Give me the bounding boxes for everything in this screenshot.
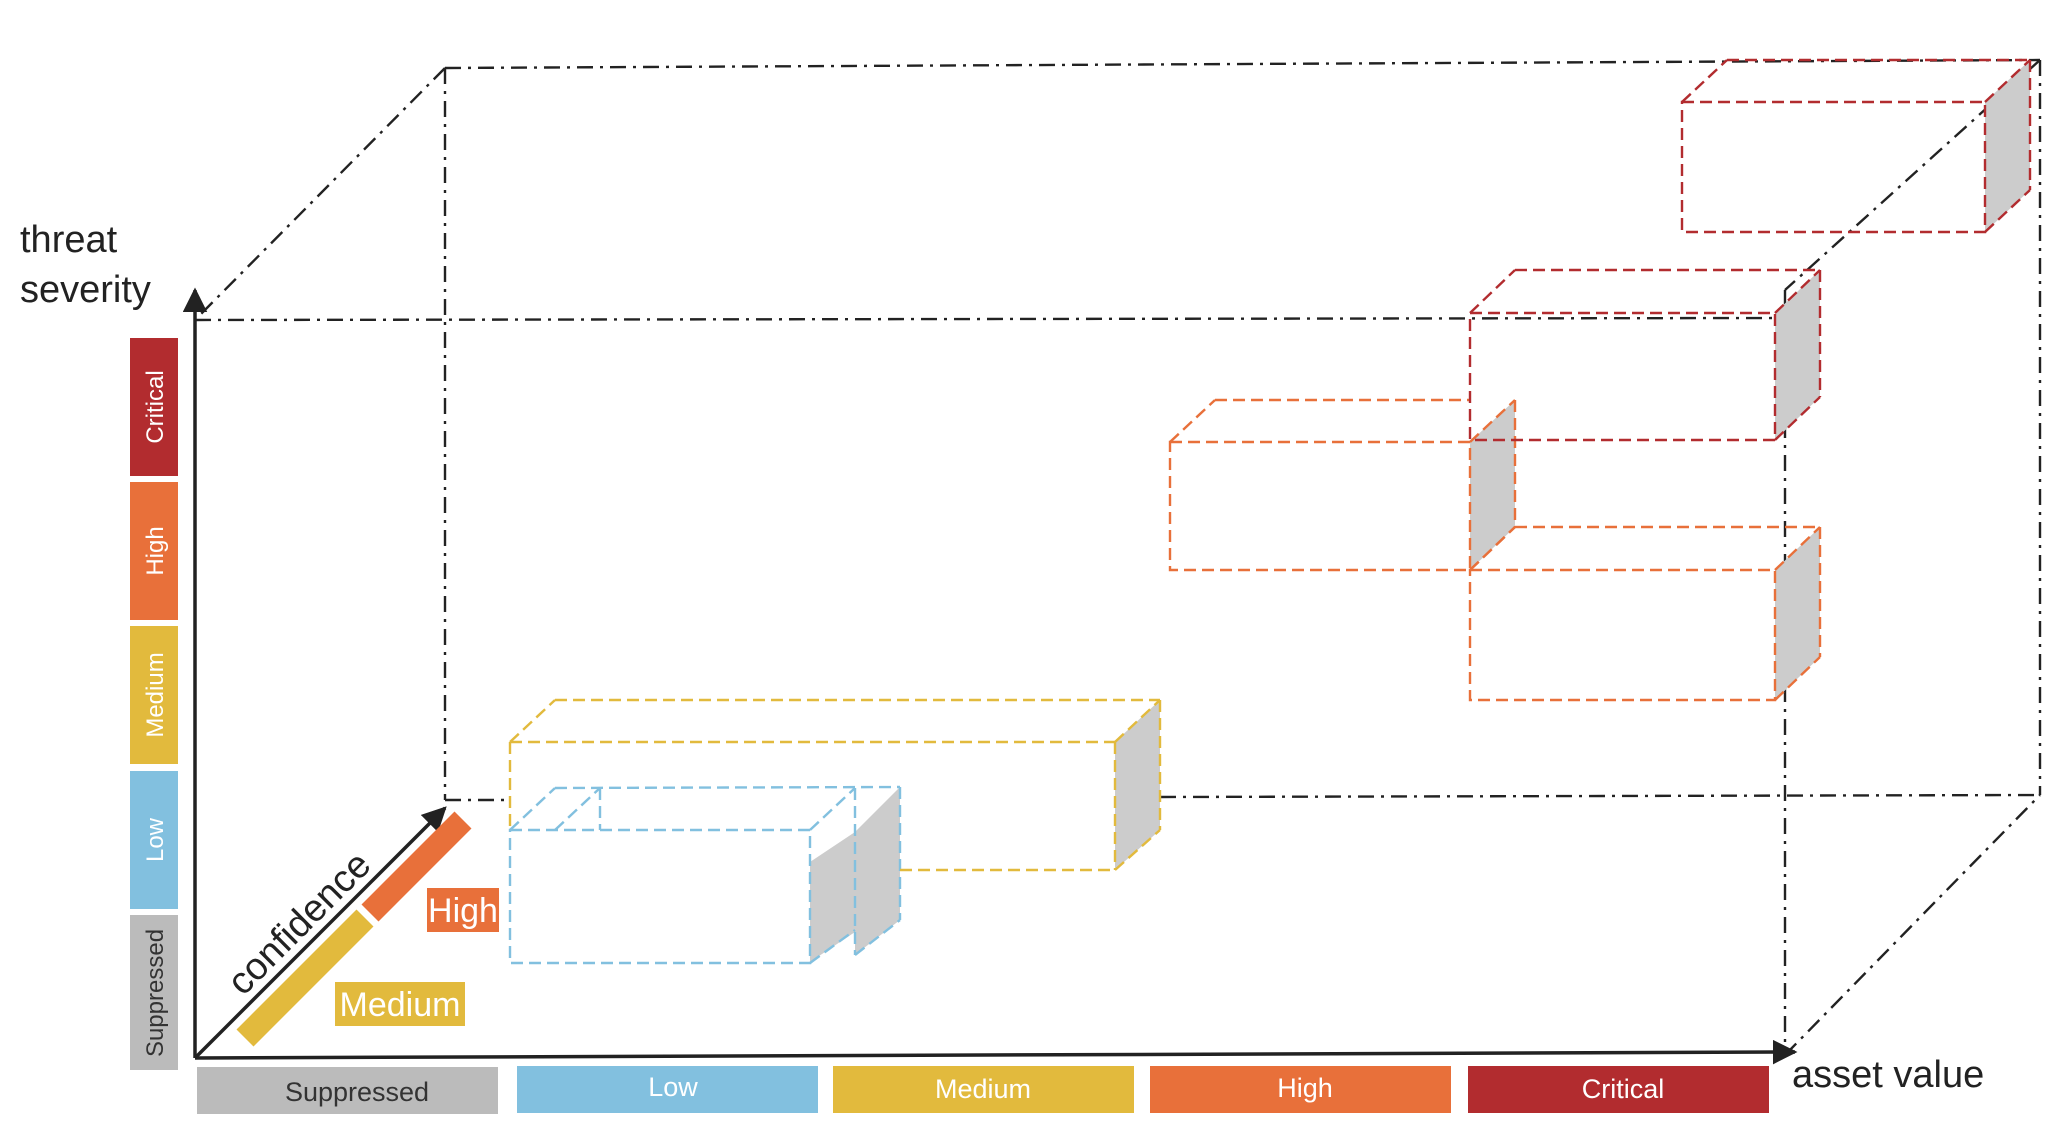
- confidence-legend: High Medium: [236, 811, 499, 1047]
- confidence-high-bar: [361, 811, 472, 922]
- severity-low-label: Low: [142, 817, 169, 862]
- severity-low-swatch: [130, 771, 178, 909]
- box-high-high: [1468, 525, 1822, 702]
- severity-medium-label: Medium: [142, 652, 169, 737]
- asset-medium-swatch: [833, 1066, 1134, 1113]
- severity-critical-label: Critical: [142, 370, 169, 443]
- confidence-medium-bar: [236, 909, 374, 1047]
- bounding-cube: [194, 58, 2042, 1056]
- confidence-medium-label: Medium: [340, 986, 461, 1024]
- severity-suppressed-swatch: [130, 915, 178, 1070]
- asset-suppressed-label: Suppressed: [285, 1077, 429, 1107]
- asset-low-label: Low: [648, 1072, 698, 1102]
- box-medium-low: [508, 698, 1162, 872]
- box-critical-critical: [1680, 58, 2032, 234]
- asset-low-swatch: [517, 1066, 818, 1113]
- severity-medium-swatch: [130, 626, 178, 764]
- confidence-high-tag: [427, 888, 499, 932]
- asset-critical-label: Critical: [1582, 1074, 1665, 1104]
- confidence-high-label: High: [428, 892, 498, 930]
- axes: [182, 287, 1798, 1065]
- asset-critical-swatch: [1468, 1066, 1769, 1113]
- asset-suppressed-swatch: [197, 1067, 498, 1114]
- y-axis-label-line2: severity: [20, 269, 151, 311]
- severity-high-label: High: [142, 526, 169, 575]
- severity-critical-swatch: [130, 338, 178, 476]
- asset-legend: Suppressed Low Medium High Critical: [197, 1066, 1769, 1114]
- x-axis: [194, 1039, 1798, 1065]
- z-axis: [193, 806, 447, 1060]
- y-axis-label-line1: threat: [20, 219, 118, 261]
- severity-high-swatch: [130, 482, 178, 620]
- x-axis-label: asset value: [1792, 1054, 1984, 1096]
- confidence-medium-tag: [335, 982, 465, 1026]
- box-critical-high: [1468, 268, 1822, 442]
- asset-high-label: High: [1277, 1073, 1333, 1103]
- box-low-suppressed: [508, 785, 902, 965]
- severity-legend: Critical High Medium Low Suppressed: [130, 338, 178, 1070]
- severity-suppressed-label: Suppressed: [142, 929, 169, 1057]
- asset-medium-label: Medium: [935, 1074, 1031, 1104]
- asset-high-swatch: [1150, 1066, 1451, 1113]
- box-high-medium: [1168, 398, 1517, 572]
